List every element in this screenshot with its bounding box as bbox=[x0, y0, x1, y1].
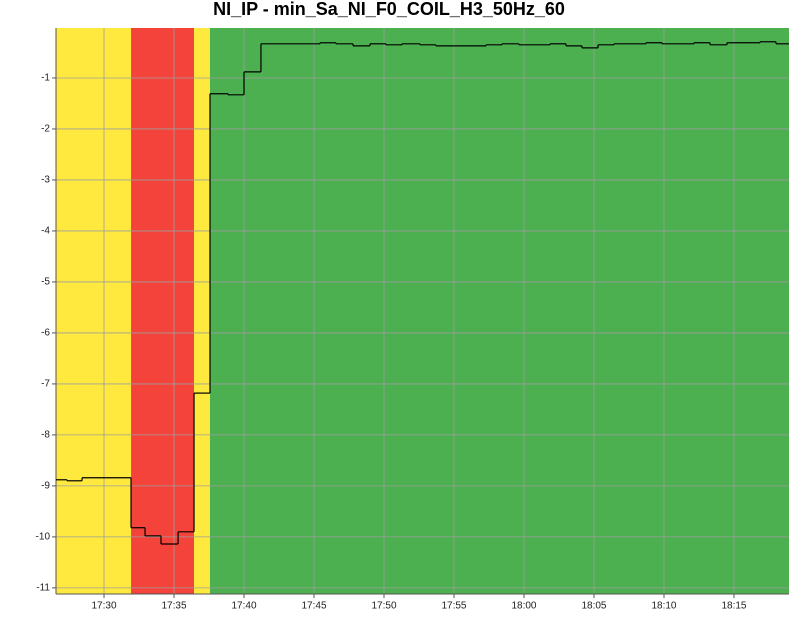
y-tick-label: -9 bbox=[41, 481, 50, 492]
chart-title: NI_IP - min_Sa_NI_F0_COIL_H3_50Hz_60 bbox=[213, 0, 565, 19]
x-tick-label: 17:40 bbox=[231, 601, 256, 612]
x-tick-label: 18:15 bbox=[721, 601, 746, 612]
x-tick-label: 17:35 bbox=[161, 601, 186, 612]
x-tick-label: 18:00 bbox=[511, 601, 536, 612]
y-tick-label: -8 bbox=[41, 430, 50, 441]
x-tick-label: 18:05 bbox=[581, 601, 606, 612]
region bbox=[194, 28, 210, 594]
y-tick-label: -5 bbox=[41, 277, 50, 288]
y-tick-label: -2 bbox=[41, 124, 50, 135]
x-tick-label: 18:10 bbox=[651, 601, 676, 612]
y-tick-label: -4 bbox=[41, 226, 50, 237]
y-tick-label: -6 bbox=[41, 328, 50, 339]
y-tick-label: -1 bbox=[41, 73, 50, 84]
y-tick-label: -7 bbox=[41, 379, 50, 390]
y-tick-label: -10 bbox=[36, 532, 51, 543]
y-tick-label: -3 bbox=[41, 175, 50, 186]
region bbox=[131, 28, 195, 594]
x-tick-label: 17:30 bbox=[92, 601, 117, 612]
region bbox=[209, 28, 790, 594]
region bbox=[56, 28, 132, 594]
x-tick-label: 17:50 bbox=[371, 601, 396, 612]
y-tick-label: -11 bbox=[36, 583, 50, 594]
x-tick-label: 17:45 bbox=[301, 601, 326, 612]
x-tick-label: 17:55 bbox=[441, 601, 466, 612]
